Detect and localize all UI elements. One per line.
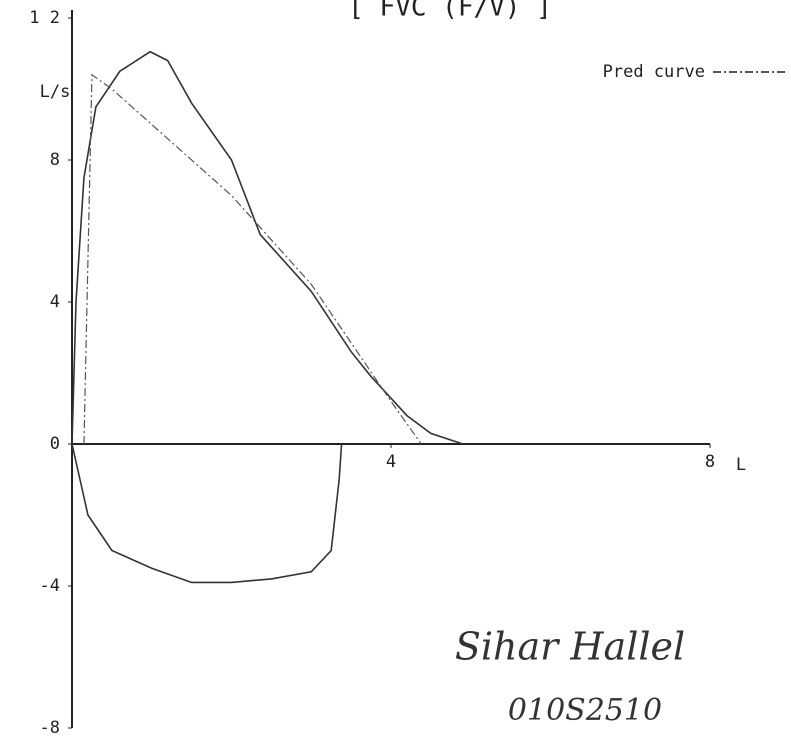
data-line (71, 443, 343, 584)
y-tick-label: -8 (40, 718, 60, 738)
x-axis-label: L (736, 455, 746, 475)
data-line (83, 73, 422, 445)
y-tick-label: 4 (50, 292, 60, 312)
y-tick-label: -4 (40, 576, 60, 596)
y-tick-label: 1 2 (29, 8, 60, 28)
y-tick-label: 8 (50, 150, 60, 170)
x-tick-label: 8 (705, 452, 715, 472)
legend-label: Pred curve (603, 62, 705, 82)
annotation: Sihar Hallel (455, 625, 685, 669)
y-axis-label: L/s (40, 82, 71, 102)
chart-title: [ FVC (F/V) ] (348, 0, 552, 23)
data-line (71, 50, 464, 445)
x-tick-label: 4 (386, 452, 396, 472)
annotation: 010S2510 (508, 693, 662, 728)
y-tick-label: 0 (50, 434, 60, 454)
